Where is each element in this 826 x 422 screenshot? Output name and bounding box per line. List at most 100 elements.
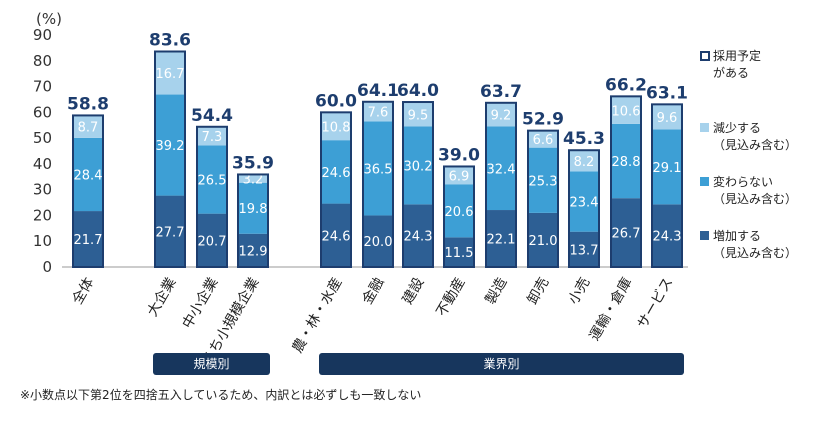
- legend-label: 採用予定 がある: [713, 49, 762, 80]
- segment-value-label: 25.3: [529, 174, 558, 189]
- bar-segment: [321, 203, 351, 267]
- segment-value-label: 9.6: [657, 111, 678, 126]
- segment-value-label: 24.3: [653, 230, 682, 245]
- bar-total-outline: [443, 165, 475, 268]
- bar-segment: [569, 171, 599, 232]
- bar-segment: [197, 213, 227, 267]
- bar-segment: [444, 166, 474, 185]
- bar-total-outline: [196, 125, 228, 268]
- bar-total-outline: [568, 149, 600, 268]
- segment-value-label: 39.2: [156, 139, 185, 154]
- segment-value-label: 20.6: [445, 205, 474, 220]
- category-label: 建設: [400, 275, 428, 307]
- legend-swatch: [700, 177, 709, 186]
- bar-segment: [611, 96, 641, 124]
- segment-value-label: 20.0: [364, 235, 393, 250]
- bar-total-outline: [362, 100, 394, 268]
- bar-segment: [486, 102, 516, 127]
- bar-segment: [486, 126, 516, 211]
- segment-value-label: 27.7: [156, 225, 185, 240]
- segment-value-label: 24.3: [404, 230, 433, 245]
- bar-total-label: 66.2: [605, 75, 647, 95]
- bar-total-outline: [402, 101, 434, 269]
- bar-total-label: 83.6: [149, 30, 191, 50]
- stacked-bar-chart: (%) 0 10 20 30 40 50 60 70 80 90 21.7 28.4 8.7 58.8 全体 2…: [33, 10, 688, 368]
- bar-segment: [611, 198, 641, 267]
- segment-value-label: 32.4: [487, 162, 516, 177]
- legend-label: 減少する （見込み含む）: [713, 121, 798, 152]
- segment-value-label: 28.8: [612, 155, 641, 170]
- bar-total-label: 39.0: [438, 145, 480, 165]
- bar-total-outline: [485, 101, 517, 268]
- bar-segment: [363, 215, 393, 267]
- bar-segment: [528, 130, 558, 148]
- y-tick-label: 70: [33, 78, 52, 96]
- category-label: 卸売: [525, 275, 553, 307]
- segment-value-label: 8.2: [574, 155, 595, 170]
- segment-value-label: 21.7: [74, 233, 103, 248]
- y-tick-label: 10: [33, 232, 52, 250]
- segment-value-label: 16.7: [156, 67, 185, 82]
- y-tick-label: 80: [33, 52, 52, 70]
- segment-value-label: 9.2: [491, 109, 512, 124]
- bar-segment: [363, 101, 393, 122]
- segment-value-label: 10.8: [322, 120, 351, 135]
- bar-segment: [611, 123, 641, 199]
- segment-value-label: 7.3: [202, 130, 223, 145]
- bar-total-outline: [527, 129, 559, 268]
- bar-total-label: 63.1: [646, 83, 688, 103]
- segment-value-label: 24.6: [322, 166, 351, 181]
- bar-total-label: 58.8: [67, 94, 109, 114]
- bar-segment: [652, 104, 682, 130]
- bar-total-outline: [651, 103, 683, 268]
- bar-segment: [238, 174, 268, 183]
- segment-value-label: 28.4: [74, 168, 103, 183]
- bar-segment: [403, 204, 433, 267]
- bar-total-label: 35.9: [232, 153, 274, 173]
- segment-value-label: 7.6: [368, 106, 389, 121]
- category-label: サービス: [635, 275, 677, 331]
- group-label-industry: 業界別: [319, 353, 684, 375]
- bar-segment: [444, 237, 474, 267]
- bar-total-outline: [72, 114, 104, 268]
- category-label: 製造: [483, 275, 511, 307]
- y-tick-label: 0: [42, 258, 52, 276]
- legend-label: 変わらない （見込み含む）: [713, 175, 798, 206]
- segment-value-label: 3.2: [243, 173, 264, 188]
- legend-label: 増加する （見込み含む）: [713, 229, 798, 260]
- bar-total-label: 52.9: [522, 110, 564, 130]
- bar-segment: [197, 145, 227, 214]
- bar-segment: [363, 121, 393, 216]
- legend-swatch: [700, 123, 709, 132]
- bar-segment: [321, 140, 351, 204]
- segment-value-label: 26.7: [612, 227, 641, 242]
- category-label: 農・林・水産: [290, 275, 346, 356]
- bar-segment: [569, 150, 599, 172]
- y-axis-unit: (%): [36, 10, 62, 28]
- bar-segment: [528, 212, 558, 267]
- bar-total-outline: [320, 111, 352, 269]
- segment-value-label: 21.0: [529, 234, 558, 249]
- segment-value-label: 20.7: [198, 234, 227, 249]
- bar-segment: [652, 129, 682, 205]
- bar-total-outline: [154, 50, 186, 269]
- segment-value-label: 6.9: [449, 169, 470, 184]
- category-label: 不動産: [434, 275, 469, 319]
- bar-total-label: 54.4: [191, 106, 233, 126]
- y-tick-label: 60: [33, 103, 52, 121]
- bar-segment: [238, 233, 268, 267]
- segment-value-label: 23.4: [570, 196, 599, 211]
- segment-value-label: 26.5: [198, 173, 227, 188]
- y-tick-label: 50: [33, 129, 52, 147]
- footnote: ※小数点以下第2位を四捨五入しているため、内訳とは必ずしも一致しない: [20, 388, 422, 402]
- bar-segment: [73, 211, 103, 267]
- segment-value-label: 24.6: [322, 229, 351, 244]
- bar-segment: [403, 126, 433, 205]
- segment-value-label: 29.1: [653, 161, 682, 176]
- bar-segment: [155, 94, 185, 196]
- bar-segment: [197, 126, 227, 146]
- bar-segment: [569, 231, 599, 267]
- bar-segment: [652, 204, 682, 267]
- category-label: 運輸・倉庫: [586, 275, 636, 344]
- bar-segment: [238, 182, 268, 234]
